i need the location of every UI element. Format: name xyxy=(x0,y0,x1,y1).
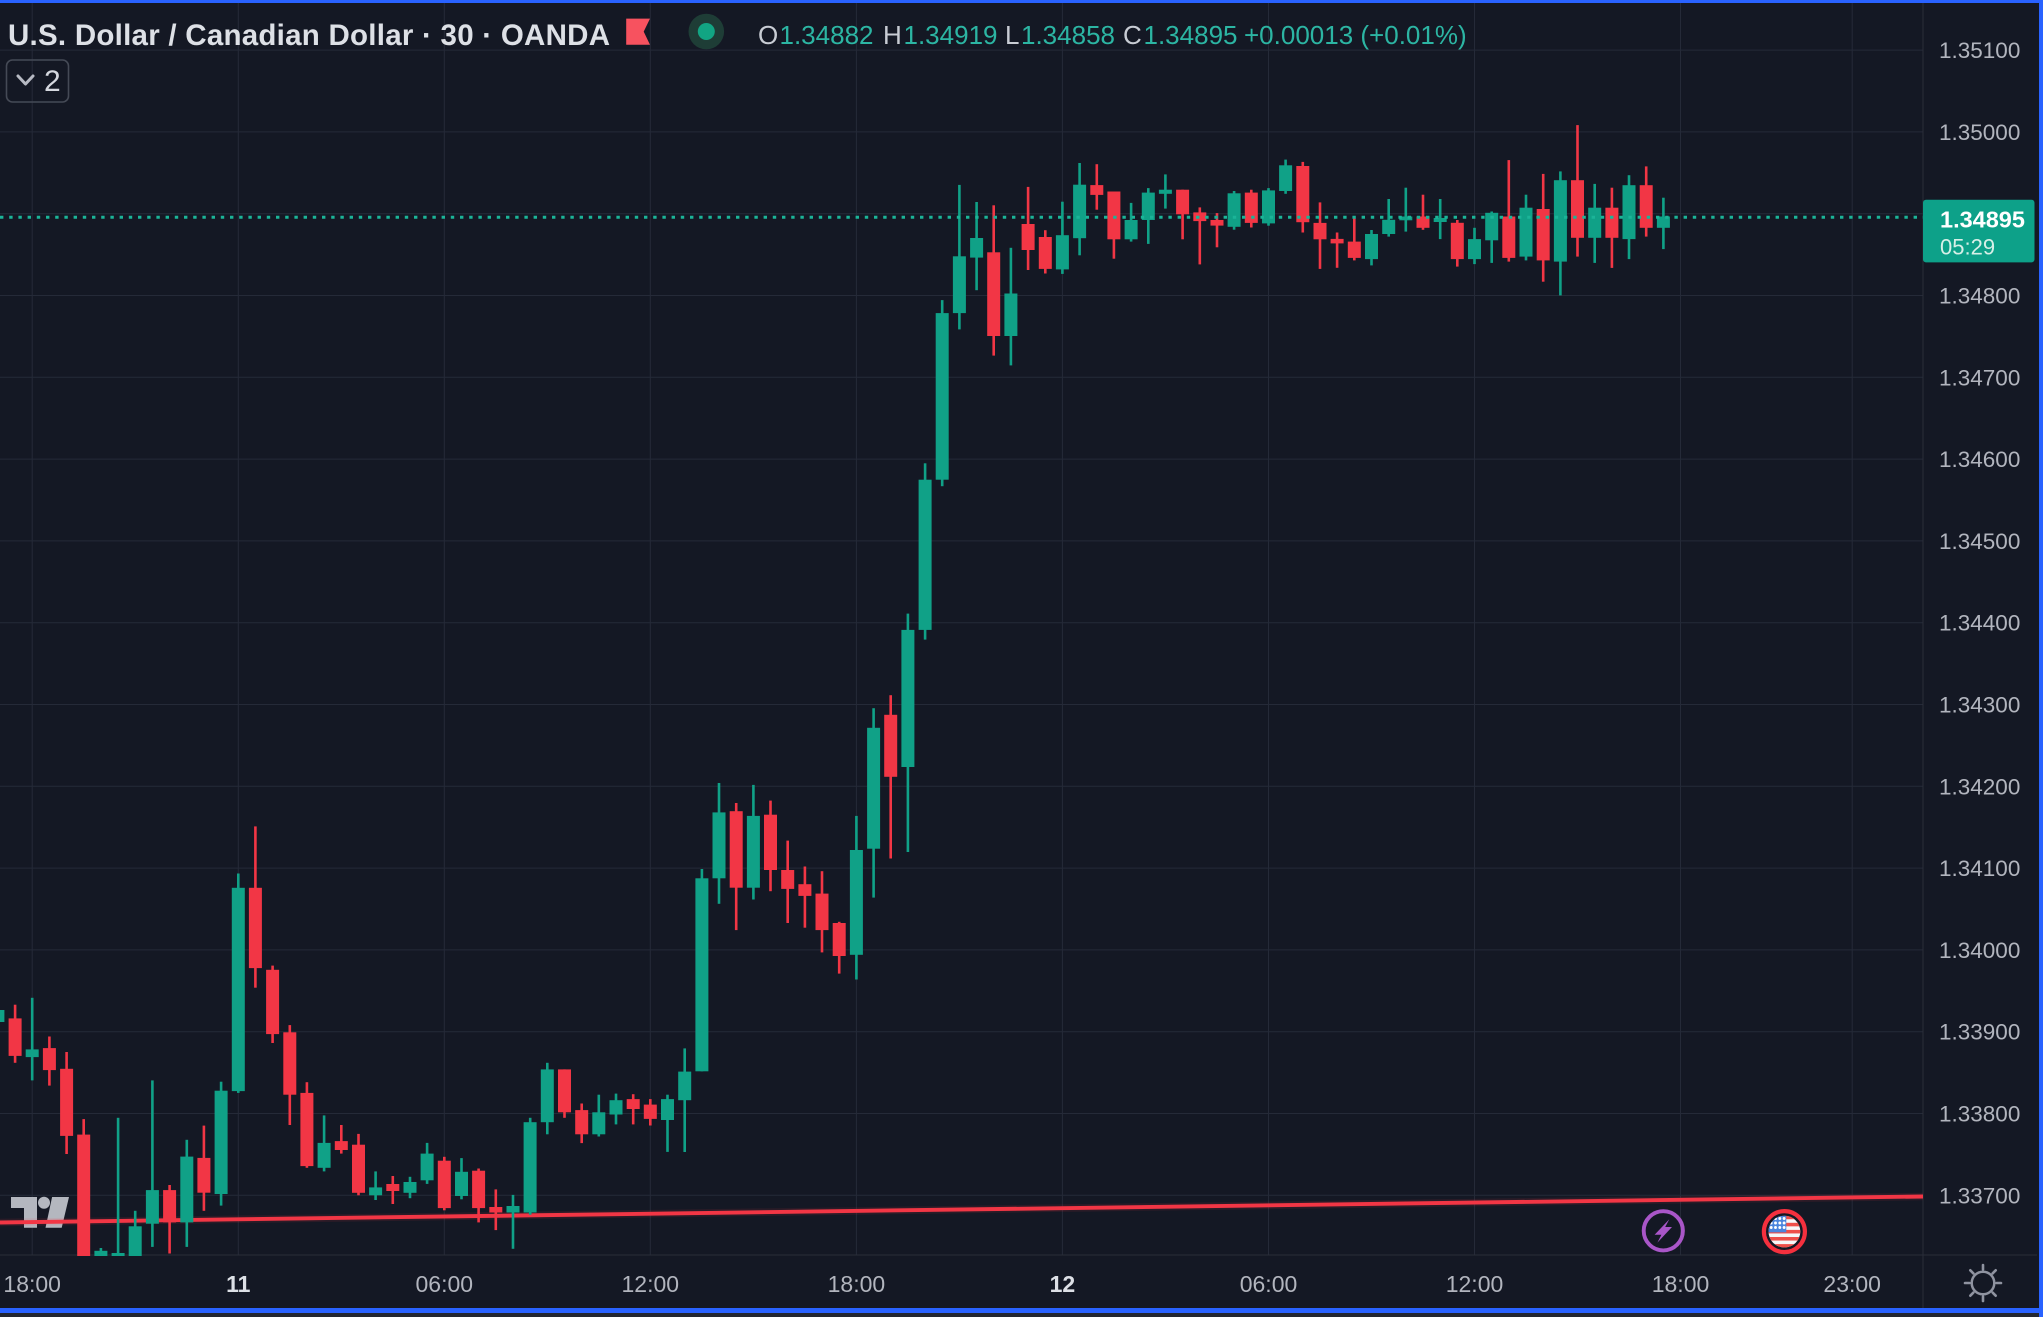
svg-text:1.34800: 1.34800 xyxy=(1939,284,2020,309)
svg-text:18:00: 18:00 xyxy=(3,1271,61,1297)
svg-text:1.34300: 1.34300 xyxy=(1939,693,2020,718)
svg-text:12: 12 xyxy=(1050,1271,1076,1297)
svg-text:+0.00013 (+0.01%): +0.00013 (+0.01%) xyxy=(1244,20,1467,50)
svg-text:1.33800: 1.33800 xyxy=(1939,1102,2020,1127)
svg-text:1.35100: 1.35100 xyxy=(1939,38,2020,63)
svg-text:11: 11 xyxy=(226,1271,251,1297)
svg-text:1.34895: 1.34895 xyxy=(1144,20,1238,50)
svg-text:1.34882: 1.34882 xyxy=(780,20,874,50)
svg-text:O: O xyxy=(758,20,778,50)
svg-text:U.S. Dollar / Canadian Dollar: U.S. Dollar / Canadian Dollar · 30 · OAN… xyxy=(8,19,610,52)
svg-text:1.33700: 1.33700 xyxy=(1939,1183,2020,1208)
svg-text:12:00: 12:00 xyxy=(622,1271,680,1297)
svg-text:05:29: 05:29 xyxy=(1940,235,1995,260)
svg-text:18:00: 18:00 xyxy=(828,1271,886,1297)
svg-text:C: C xyxy=(1123,20,1142,50)
svg-text:1.34000: 1.34000 xyxy=(1939,938,2020,963)
svg-text:1.35000: 1.35000 xyxy=(1939,120,2020,145)
svg-text:06:00: 06:00 xyxy=(1240,1271,1298,1297)
svg-text:1.34100: 1.34100 xyxy=(1939,856,2020,881)
svg-text:1.33900: 1.33900 xyxy=(1939,1020,2020,1045)
svg-text:06:00: 06:00 xyxy=(416,1271,474,1297)
svg-text:H: H xyxy=(883,20,902,50)
svg-text:2: 2 xyxy=(44,65,61,98)
svg-text:18:00: 18:00 xyxy=(1652,1271,1710,1297)
svg-text:1.34200: 1.34200 xyxy=(1939,774,2020,799)
svg-text:1.34919: 1.34919 xyxy=(904,20,998,50)
svg-text:1.34400: 1.34400 xyxy=(1939,611,2020,636)
svg-text:1.34600: 1.34600 xyxy=(1939,447,2020,472)
svg-text:12:00: 12:00 xyxy=(1446,1271,1504,1297)
svg-text:L: L xyxy=(1005,20,1019,50)
svg-text:1.34858: 1.34858 xyxy=(1021,20,1115,50)
svg-text:1.34500: 1.34500 xyxy=(1939,529,2020,554)
svg-text:1.34895: 1.34895 xyxy=(1940,207,2025,233)
svg-text:1.34700: 1.34700 xyxy=(1939,365,2020,390)
svg-text:23:00: 23:00 xyxy=(1823,1271,1881,1297)
